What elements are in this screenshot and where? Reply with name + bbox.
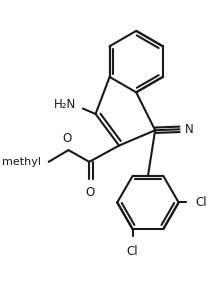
Text: methyl: methyl [2, 157, 41, 167]
Text: H₂N: H₂N [54, 98, 76, 111]
Text: Cl: Cl [127, 245, 138, 258]
Text: O: O [62, 132, 71, 145]
Text: N: N [185, 123, 194, 136]
Text: Cl: Cl [195, 196, 206, 209]
Text: O: O [85, 186, 95, 199]
